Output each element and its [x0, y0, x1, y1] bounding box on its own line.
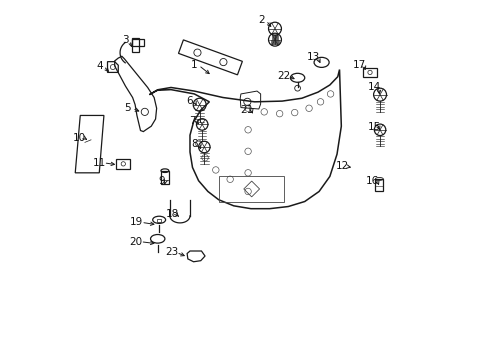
Text: 14: 14 [367, 82, 380, 93]
Text: 11: 11 [92, 158, 106, 168]
Text: 9: 9 [158, 176, 164, 186]
Text: 10: 10 [73, 133, 86, 143]
Text: 3: 3 [122, 35, 128, 45]
Text: 18: 18 [165, 209, 178, 219]
Text: 20: 20 [129, 237, 142, 247]
Text: 22: 22 [277, 71, 290, 81]
Text: 19: 19 [130, 217, 143, 227]
Text: 4: 4 [96, 61, 102, 71]
Text: 12: 12 [335, 161, 348, 171]
Text: 2: 2 [258, 15, 264, 26]
Text: 6: 6 [186, 96, 193, 106]
Text: 15: 15 [367, 122, 380, 132]
Text: 16: 16 [366, 176, 379, 186]
Text: 17: 17 [352, 59, 365, 69]
Text: 8: 8 [191, 139, 197, 149]
Text: 5: 5 [124, 103, 131, 113]
Text: 21: 21 [240, 105, 253, 115]
Text: 1: 1 [191, 60, 197, 70]
Text: 13: 13 [306, 52, 319, 62]
Text: 23: 23 [165, 247, 178, 257]
Text: 7: 7 [189, 116, 195, 126]
